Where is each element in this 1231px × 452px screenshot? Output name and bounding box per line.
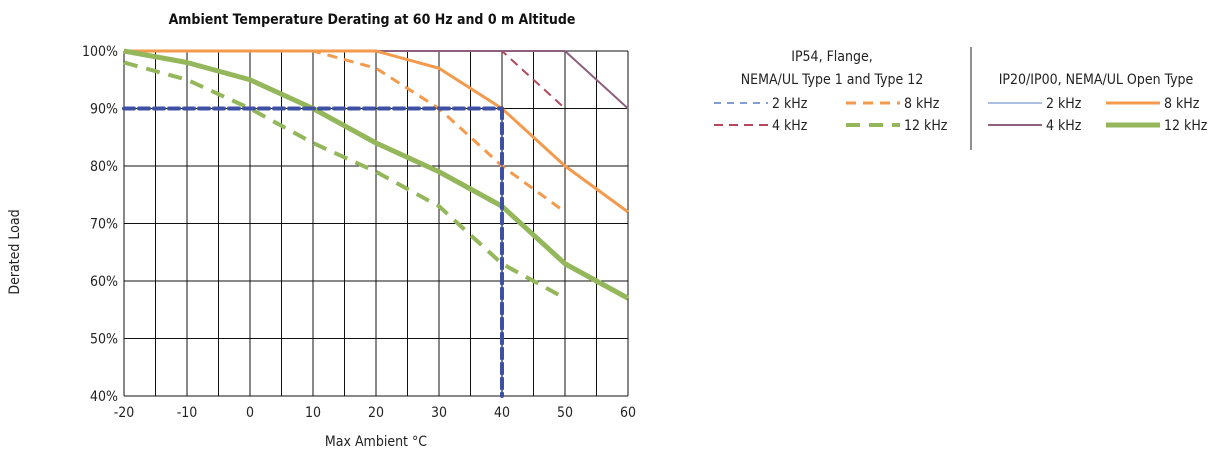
x-tick-label: 0 <box>246 405 254 421</box>
legend-heading: IP54, Flange, <box>791 49 873 65</box>
series-line-ip20-12khz <box>123 48 630 301</box>
y-tick-label: 100% <box>82 44 118 60</box>
reference-lines <box>122 106 504 398</box>
x-tick-label: -20 <box>114 405 135 421</box>
series-line-ip54-12khz <box>123 60 566 301</box>
x-tick-label: 30 <box>431 405 447 421</box>
legend-label: 12 kHz <box>1164 118 1208 134</box>
y-tick-label: 60% <box>90 274 118 290</box>
x-tick-label: 50 <box>557 405 573 421</box>
series-line-ip20-8khz <box>124 49 629 214</box>
legend-label: 8 kHz <box>1164 96 1200 112</box>
legend-heading: IP20/IP00, NEMA/UL Open Type <box>999 72 1194 88</box>
x-tick-label: 20 <box>368 405 384 421</box>
y-tick-label: 90% <box>90 102 118 118</box>
x-tick-label: 10 <box>305 405 321 421</box>
y-tick-label: 50% <box>90 332 118 348</box>
plot-axes: -20 -10 0 10 20 30 40 50 60 40% 50% 60% 70% 80% 90% 100… <box>82 44 636 421</box>
y-tick-label: 70% <box>90 217 118 233</box>
y-tick-label: 80% <box>90 159 118 175</box>
legend-label: 12 kHz <box>904 118 948 134</box>
legend-label: 2 kHz <box>1046 96 1082 112</box>
legend-label: 2 kHz <box>772 96 808 112</box>
legend-label: 4 kHz <box>1046 118 1082 134</box>
chart-title: Ambient Temperature Derating at 60 Hz an… <box>169 12 576 28</box>
legend-label: 8 kHz <box>904 96 940 112</box>
y-axis-label: Derated Load <box>7 209 23 294</box>
y-tick-label: 40% <box>90 389 118 405</box>
x-tick-label: -10 <box>177 405 198 421</box>
legend: IP54, Flange, NEMA/UL Type 1 and Type 12 2… <box>714 47 1208 150</box>
x-tick-label: 60 <box>620 405 636 421</box>
series-layer <box>123 48 630 301</box>
plot-grid <box>123 50 629 397</box>
legend-label: 4 kHz <box>772 118 808 134</box>
x-axis-label: Max Ambient °C <box>325 434 427 450</box>
x-tick-label: 40 <box>494 405 510 421</box>
legend-heading: NEMA/UL Type 1 and Type 12 <box>741 72 924 88</box>
